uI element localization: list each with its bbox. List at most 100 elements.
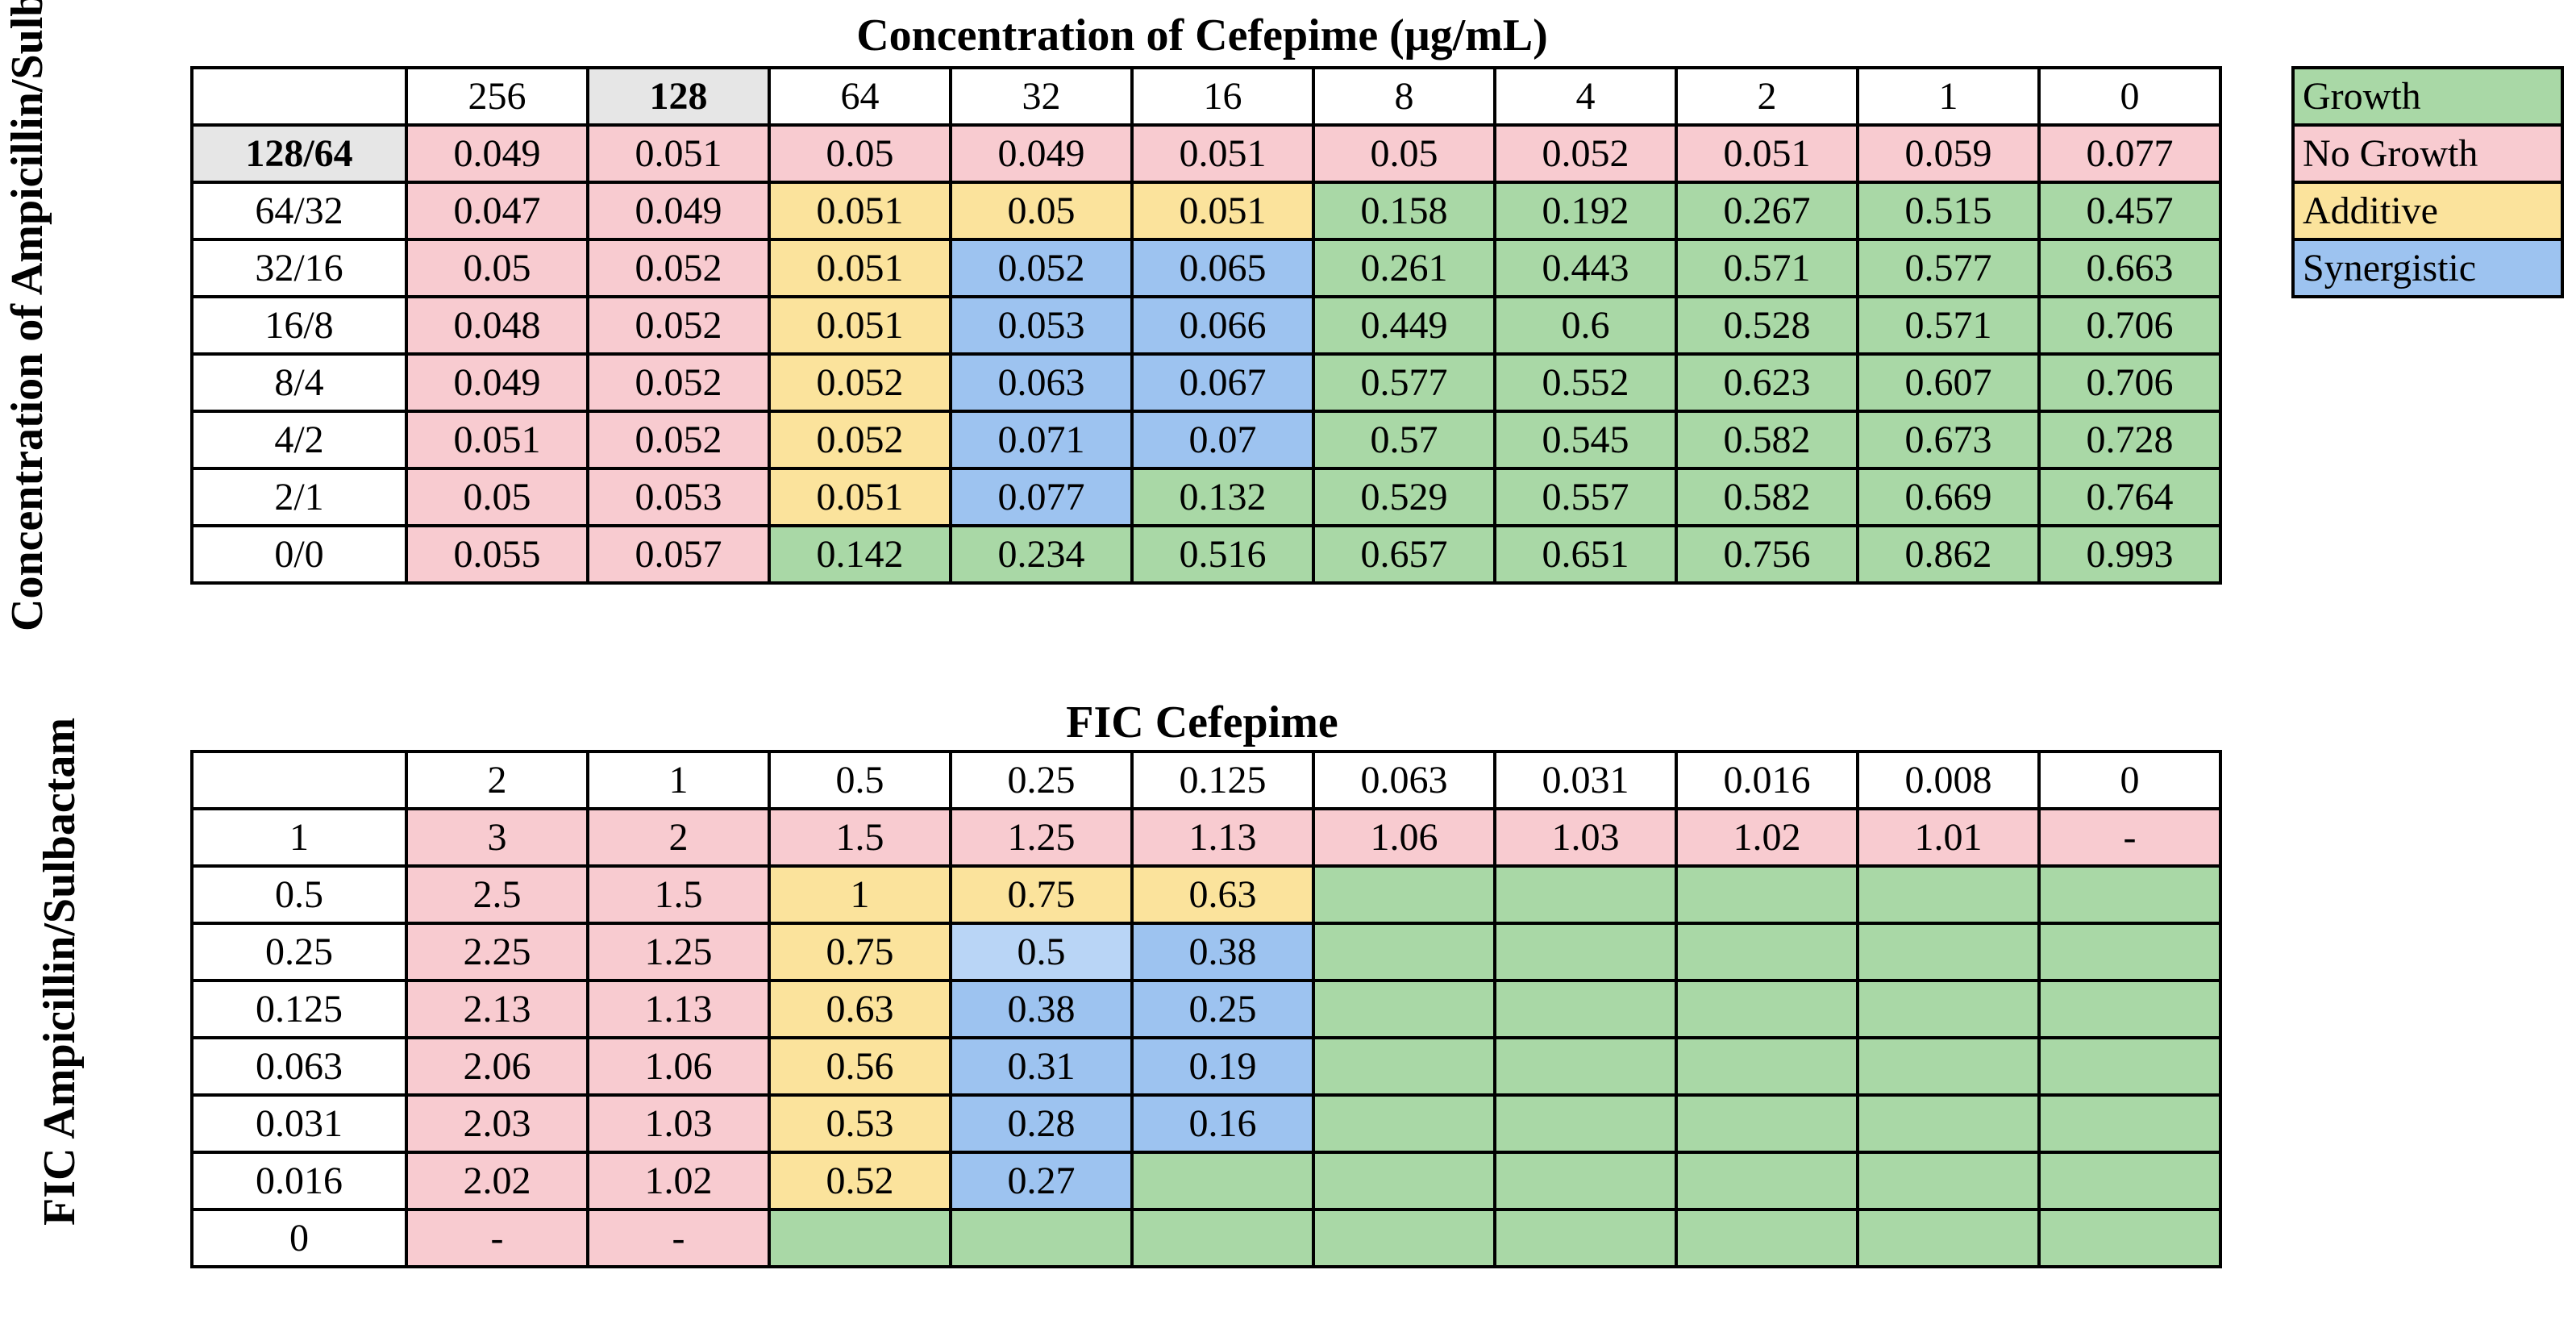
mic-row-header: 16/8 [190,295,408,356]
fic-data-cell: 1.5 [768,807,952,868]
fic-data-cell: 2.03 [405,1093,589,1154]
mic-data-cell: 0.049 [405,352,589,413]
bottom-table-row-axis-title: FIC Ampicillin/Sulbactam [35,717,85,1226]
mic-data-cell: 0.048 [405,295,589,356]
fic-table-row: 0.25 2.25 1.25 0.75 0.5 0.38 [190,922,2222,982]
fic-data-cell [949,1208,1134,1268]
fic-data-cell [1675,1036,1859,1097]
mic-data-cell: 0.05 [949,181,1134,241]
fic-table-row: 0.016 2.02 1.02 0.52 0.27 [190,1151,2222,1211]
fic-data-cell: 0.75 [768,922,952,982]
mic-data-cell: 0.051 [768,181,952,241]
legend-row: Synergistic [2291,238,2564,298]
fic-data-cell [1675,1093,1859,1154]
mic-table-row: 128/64 0.049 0.051 0.05 0.049 0.051 0.05 0.052 0… [190,123,2222,184]
mic-data-cell: 0.05 [768,123,952,184]
mic-data-cell: 0.529 [1312,467,1496,527]
fic-data-cell: 1.06 [586,1036,771,1097]
mic-data-cell: 0.052 [586,295,771,356]
mic-data-cell: 0.07 [1130,410,1315,470]
fic-data-cell [1312,979,1496,1039]
mic-data-cell: 0.051 [586,123,771,184]
fic-data-cell [1493,1151,1678,1211]
mic-data-cell: 0.05 [405,238,589,298]
fic-column-header: 0.008 [1856,750,2041,810]
fic-data-cell: 2.06 [405,1036,589,1097]
fic-data-cell [768,1208,952,1268]
mic-data-cell: 0.053 [949,295,1134,356]
mic-data-cell: 0.706 [2037,352,2222,413]
fic-data-cell [2037,979,2222,1039]
fic-column-header: 0.125 [1130,750,1315,810]
mic-data-cell: 0.552 [1493,352,1678,413]
mic-data-cell: 0.764 [2037,467,2222,527]
mic-data-cell: 0.234 [949,524,1134,585]
mic-data-cell: 0.192 [1493,181,1678,241]
fic-data-cell [1675,864,1859,925]
legend-row: Additive [2291,181,2564,241]
fic-data-cell: 0.75 [949,864,1134,925]
fic-data-cell [2037,1151,2222,1211]
fic-table-row: 0.063 2.06 1.06 0.56 0.31 0.19 [190,1036,2222,1097]
fic-data-cell [1675,979,1859,1039]
mic-row-header: 0/0 [190,524,408,585]
mic-column-header: 128 [586,66,771,127]
mic-data-cell: 0.862 [1856,524,2041,585]
fic-data-cell [1493,1036,1678,1097]
mic-data-cell: 0.059 [1856,123,2041,184]
fic-data-cell: 0.53 [768,1093,952,1154]
fic-data-cell [1130,1208,1315,1268]
fic-data-cell [1856,1036,2041,1097]
mic-data-cell: 0.055 [405,524,589,585]
mic-table-row: 32/16 0.05 0.052 0.051 0.052 0.065 0.261 0.443 0… [190,238,2222,298]
fic-data-cell: 1.13 [1130,807,1315,868]
mic-data-cell: 0.623 [1675,352,1859,413]
top-table-title: Concentration of Cefepime (μg/mL) [856,10,1548,60]
mic-data-cell: 0.057 [586,524,771,585]
fic-column-header: 0.5 [768,750,952,810]
fic-table-row: 0.5 2.5 1.5 1 0.75 0.63 [190,864,2222,925]
fic-data-cell [2037,1208,2222,1268]
fic-data-cell: 2.5 [405,864,589,925]
mic-data-cell: 0.571 [1675,238,1859,298]
fic-column-header: 0.25 [949,750,1134,810]
mic-column-header: 4 [1493,66,1678,127]
mic-data-cell: 0.158 [1312,181,1496,241]
mic-table-row: 64/32 0.047 0.049 0.051 0.05 0.051 0.158 0.192 0… [190,181,2222,241]
legend-row: No Growth [2291,123,2564,184]
mic-data-cell: 0.077 [2037,123,2222,184]
fic-data-cell: 2.02 [405,1151,589,1211]
fic-data-cell [1856,864,2041,925]
legend-row: Growth [2291,66,2564,127]
fic-data-cell: 1.5 [586,864,771,925]
mic-data-cell: 0.047 [405,181,589,241]
mic-data-cell: 0.267 [1675,181,1859,241]
fic-data-cell: 2.25 [405,922,589,982]
mic-data-cell: 0.457 [2037,181,2222,241]
mic-table-row: 0/0 0.055 0.057 0.142 0.234 0.516 0.657 0.651 0.… [190,524,2222,585]
fic-data-cell [2037,922,2222,982]
fic-data-cell: 0.5 [949,922,1134,982]
fic-data-cell: 0.19 [1130,1036,1315,1097]
fic-row-header: 0 [190,1208,408,1268]
fic-column-header: 0.016 [1675,750,1859,810]
fic-column-header: 0 [2037,750,2222,810]
legend-item: No Growth [2291,123,2564,184]
mic-data-cell: 0.673 [1856,410,2041,470]
top-table-row-axis-title: Concentration of Ampicillin/Sulbactam (μ… [2,0,52,631]
fic-column-header: 2 [405,750,589,810]
fic-data-cell [1856,1208,2041,1268]
mic-column-header: 32 [949,66,1134,127]
mic-data-cell: 0.528 [1675,295,1859,356]
mic-data-cell: 0.049 [405,123,589,184]
mic-table-row: 4/2 0.051 0.052 0.052 0.071 0.07 0.57 0.545 0.58… [190,410,2222,470]
fic-data-cell: 0.63 [1130,864,1315,925]
fic-data-cell [1130,1151,1315,1211]
mic-data-cell: 0.063 [949,352,1134,413]
fic-data-cell: 1.02 [1675,807,1859,868]
fic-data-cell: 1 [768,864,952,925]
mic-data-cell: 0.051 [768,467,952,527]
fic-data-cell: 0.28 [949,1093,1134,1154]
mic-data-cell: 0.051 [768,238,952,298]
fic-column-header: 0.063 [1312,750,1496,810]
